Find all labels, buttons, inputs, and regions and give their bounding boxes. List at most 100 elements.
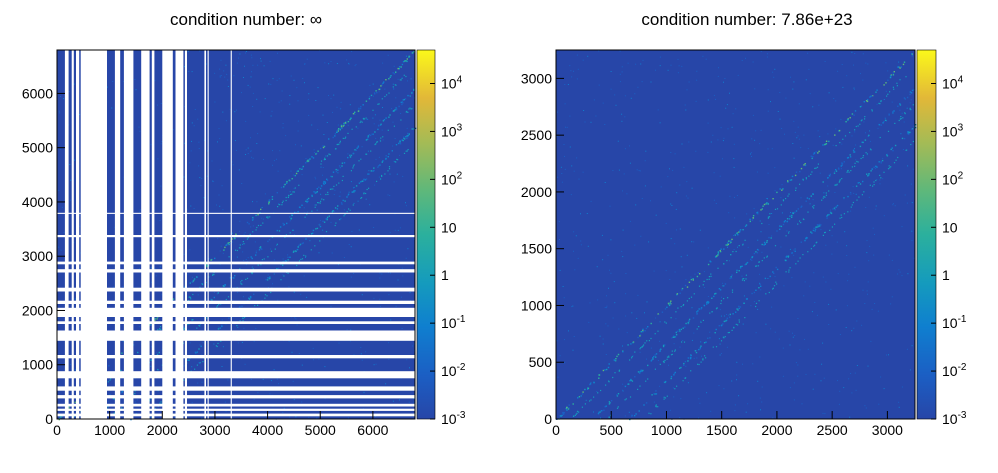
heatmap-cell [257,224,260,227]
heatmap-cell [853,87,855,89]
empty-column-stripe [64,50,69,419]
heatmap-cell [856,160,858,163]
heatmap-cell [624,415,626,417]
heatmap-cell [722,282,724,284]
heatmap-cell [731,289,734,291]
heatmap-cell [412,345,414,347]
heatmap-cell [737,74,739,76]
heatmap-cell [201,417,203,419]
heatmap-cell [205,281,207,284]
heatmap-cell [272,78,274,80]
matrix-heatmap-panel-left: condition number: ∞0 1000 2000 3000 4000 5000… [22,10,466,438]
heatmap-cell [318,358,320,360]
heatmap-cell [399,227,401,229]
heatmap-cell [808,68,810,70]
heatmap-cell [846,157,849,159]
heatmap-cell [557,176,559,178]
heatmap-cell [691,187,693,189]
heatmap-cell [269,216,271,218]
heatmap-cell [846,245,848,247]
heatmap-cell [672,336,674,338]
empty-column-stripe [114,50,121,419]
heatmap-cell [289,416,291,418]
heatmap-cell [744,317,746,319]
heatmap-cell [865,132,866,134]
heatmap-cell [768,291,770,294]
heatmap-cell [194,351,196,353]
heatmap-cell [797,135,799,137]
heatmap-cell [398,68,400,70]
heatmap-cell [397,67,399,70]
heatmap-cell [359,107,362,110]
heatmap-cell [259,246,262,248]
heatmap-cell [847,211,849,213]
heatmap-cell [709,337,711,339]
heatmap-cell [608,287,609,289]
heatmap-cell [306,211,308,213]
heatmap-cell [690,278,693,281]
heatmap-cell [887,130,890,132]
heatmap-cell [618,328,620,330]
heatmap-cell [828,92,830,94]
heatmap-cell [839,390,841,392]
heatmap-cell [186,208,188,210]
heatmap-cell [836,183,838,185]
heatmap-cell [561,181,563,183]
heatmap-cell [875,208,877,210]
heatmap-cell [718,325,720,327]
heatmap-cell [687,360,689,362]
heatmap-cell [413,238,415,240]
heatmap-cell [735,311,737,313]
heatmap-cell [581,406,583,408]
heatmap-cell [188,329,190,331]
heatmap-cell [405,150,407,152]
heatmap-cell [588,321,590,323]
heatmap-cell [842,86,844,88]
heatmap-cell [139,209,141,211]
heatmap-cell [779,92,781,93]
heatmap-cell [766,241,768,244]
heatmap-cell [577,257,579,259]
heatmap-cell [325,155,327,157]
colorbar-tick-label: 10-2 [942,362,967,379]
heatmap-cell [873,184,875,186]
heatmap-cell [401,63,404,66]
heatmap-cell [622,190,623,192]
heatmap-cell [295,250,297,253]
heatmap-cell [800,197,802,199]
heatmap-cell [769,213,771,215]
heatmap-cell [283,186,285,188]
heatmap-cell [723,248,725,250]
heatmap-cell [576,412,578,414]
x-tick-label: 4000 [252,422,283,438]
heatmap-cell [911,202,913,204]
heatmap-cell [720,302,722,305]
heatmap-cell [639,170,641,172]
heatmap-cell [793,81,795,83]
heatmap-cell [559,355,561,357]
heatmap-cell [698,398,700,400]
heatmap-cell [387,54,389,56]
heatmap-cell [906,348,908,350]
heatmap-cell [73,416,75,418]
heatmap-cell [719,309,721,311]
heatmap-cell [398,142,400,145]
heatmap-cell [913,257,915,259]
heatmap-cell [726,346,728,348]
heatmap-cell [703,287,705,288]
heatmap-cell [818,104,820,106]
heatmap-cell [343,122,345,125]
heatmap-cell [737,309,739,311]
heatmap-cell [888,354,889,356]
heatmap-cell [760,409,761,411]
empty-column-stripe [230,50,232,419]
heatmap-cell [883,84,885,86]
y-tick-label: 3000 [22,248,53,264]
heatmap-cell [832,144,834,146]
heatmap-cell [286,181,288,183]
heatmap-cell [221,325,223,328]
heatmap-cell [600,410,603,412]
heatmap-cell [735,323,737,325]
heatmap-cell [883,120,885,123]
heatmap-cell [407,134,410,137]
